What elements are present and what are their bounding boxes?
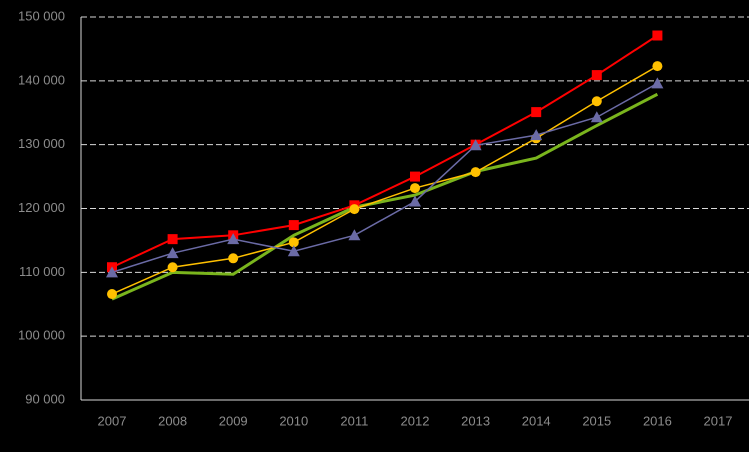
y-tick-label: 90 000: [25, 391, 65, 406]
x-tick-label: 2011: [340, 413, 368, 428]
series-line: [111, 92, 659, 301]
x-tick-label: 2016: [643, 413, 672, 428]
marker: [531, 107, 542, 118]
y-tick-label: 110 000: [19, 264, 65, 279]
x-tick-label: 2017: [704, 413, 733, 428]
x-tick-label: 2010: [279, 413, 308, 428]
marker: [410, 171, 420, 182]
marker: [106, 266, 118, 278]
marker: [652, 30, 663, 41]
marker: [590, 111, 603, 123]
marker: [470, 167, 481, 178]
marker: [167, 234, 178, 245]
y-tick-label: 120 000: [18, 200, 65, 215]
marker: [410, 183, 420, 194]
y-tick-label: 150 000: [18, 8, 65, 23]
marker: [166, 247, 179, 259]
marker: [651, 77, 664, 89]
marker: [288, 237, 299, 248]
series-line: [111, 65, 658, 295]
x-tick-label: 2008: [158, 413, 187, 428]
x-tick-label: 2015: [582, 413, 611, 428]
x-tick-label: 2014: [522, 413, 551, 428]
marker: [652, 61, 663, 72]
y-tick-label: 140 000: [18, 72, 65, 87]
x-tick-label: 2013: [461, 413, 490, 428]
marker: [228, 253, 239, 264]
x-tick-label: 2012: [401, 413, 430, 428]
y-tick-label: 130 000: [18, 136, 65, 151]
marker: [349, 204, 360, 215]
series-line: [111, 82, 658, 274]
marker: [409, 195, 421, 207]
marker: [288, 220, 299, 231]
marker: [530, 129, 543, 141]
x-tick-label: 2007: [98, 413, 127, 428]
marker: [591, 96, 602, 107]
series-line: [111, 34, 658, 269]
y-tick-label: 100 000: [18, 328, 65, 343]
x-tick-label: 2009: [219, 413, 248, 428]
marker: [227, 233, 240, 245]
marker: [167, 262, 178, 273]
marker: [469, 139, 482, 151]
marker: [591, 70, 602, 81]
marker: [287, 245, 300, 257]
marker: [348, 229, 361, 241]
marker: [107, 289, 117, 300]
